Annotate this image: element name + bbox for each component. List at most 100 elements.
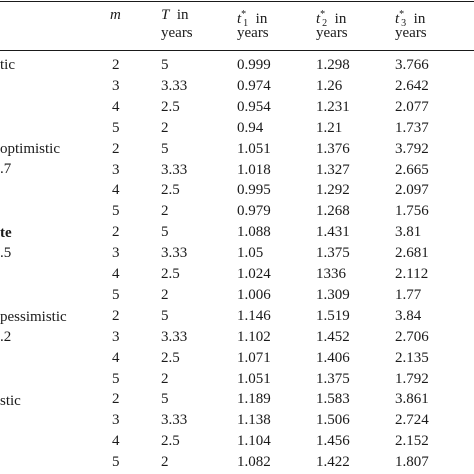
table-cell: 1.431 (316, 224, 350, 241)
table-cell: 1.807 (395, 454, 429, 471)
table-cell: 2 (161, 286, 169, 303)
table-cell: 1.506 (316, 412, 350, 429)
scenario-sublabel: .7 (0, 161, 12, 177)
table-cell: 3 (112, 328, 120, 345)
table-cell: 1.082 (237, 454, 271, 471)
table-cell: 1.406 (316, 349, 350, 366)
table-cell: 1.77 (395, 286, 422, 303)
top-rule (0, 1, 474, 2)
table-cell: 2.5 (161, 433, 180, 450)
table-cell: 2.5 (161, 266, 180, 282)
table-cell: 3 (112, 245, 120, 262)
table-cell: 1.309 (316, 286, 350, 303)
table-cell: 5 (161, 224, 169, 241)
table-cell: 2.665 (395, 161, 429, 178)
table-cell: 2 (112, 57, 120, 73)
table-cell: 2.112 (395, 266, 429, 282)
table-cell: 1.018 (237, 161, 271, 178)
header-T-line1: T in (161, 7, 189, 23)
table-cell: 3.84 (395, 307, 422, 324)
table-cell: 5 (112, 286, 120, 303)
scenario-label: optimistic (0, 141, 60, 157)
scenario-label: te (0, 225, 12, 241)
table-cell: 2.135 (395, 349, 429, 366)
table-cell: 3.81 (395, 224, 422, 241)
table-cell: 2.5 (161, 98, 180, 115)
table-cell: 4 (112, 266, 120, 282)
table-cell: 2.681 (395, 245, 429, 262)
table-cell: 2 (161, 454, 169, 471)
table-cell: 4 (112, 433, 120, 450)
table-cell: 2 (112, 391, 120, 408)
table-cell: 2.5 (161, 182, 180, 199)
table-cell: 0.999 (237, 57, 271, 73)
table-cell: 2.706 (395, 328, 429, 345)
table-cell: 2 (112, 224, 120, 241)
table-cell: 0.974 (237, 77, 271, 94)
table-cell: 5 (112, 119, 120, 136)
table-cell: 1.138 (237, 412, 271, 429)
scenario-sublabel: .5 (0, 245, 12, 261)
scenario-sublabel: .2 (0, 329, 12, 345)
table-cell: 0.954 (237, 98, 271, 115)
table-cell: 3.792 (395, 140, 429, 157)
table-cell: 1.088 (237, 224, 271, 241)
table-cell: 2.642 (395, 77, 429, 94)
table-cell: 2 (161, 119, 169, 136)
table-cell: 1.006 (237, 286, 271, 303)
table-cell: 3.33 (161, 328, 188, 345)
table-cell: 1.05 (237, 245, 264, 262)
table-cell: 1.456 (316, 433, 350, 450)
table-cell: 5 (161, 57, 169, 73)
table-cell: 1.519 (316, 307, 350, 324)
table-cell: 1.024 (237, 266, 271, 282)
table-cell: 0.979 (237, 203, 271, 220)
table-cell: 1.792 (395, 370, 429, 387)
table-cell: 1.051 (237, 140, 271, 157)
table-cell: 5 (161, 140, 169, 157)
header-t3-line1: t*3 in (395, 9, 426, 29)
table-cell: 1.104 (237, 433, 271, 450)
header-t1-line1: t*1 in (237, 9, 268, 29)
table-cell: 0.995 (237, 182, 271, 199)
scenario-label: pessimistic (0, 309, 67, 325)
table-cell: 1.452 (316, 328, 350, 345)
table-cell: 4 (112, 182, 120, 199)
table-cell: 3 (112, 161, 120, 178)
table-cell: 3 (112, 412, 120, 429)
table-cell: 2.724 (395, 412, 429, 429)
header-t3-line2: years (395, 25, 427, 41)
table-cell: 4 (112, 349, 120, 366)
table-cell: 1.327 (316, 161, 350, 178)
table-cell: 1.376 (316, 140, 350, 157)
header-T-line2: years (161, 25, 193, 41)
table-cell: 1.268 (316, 203, 350, 220)
table-cell: 1.051 (237, 370, 271, 387)
table-cell: 1.102 (237, 328, 271, 345)
table-cell: 2.097 (395, 182, 429, 199)
scenario-label: tic (0, 57, 15, 73)
table-cell: 1336 (316, 266, 346, 282)
header-t1-line2: years (237, 25, 269, 41)
header-rule (0, 50, 474, 51)
table-cell: 5 (161, 391, 169, 408)
table-cell: 1.756 (395, 203, 429, 220)
table-cell: 2 (112, 140, 120, 157)
table-cell: 1.583 (316, 391, 350, 408)
table-cell: 3.861 (395, 391, 429, 408)
table-cell: 1.422 (316, 454, 350, 471)
table-cell: 2 (161, 370, 169, 387)
scenario-label: stic (0, 393, 21, 409)
table-cell: 1.146 (237, 307, 271, 324)
table-cell: 1.21 (316, 119, 343, 136)
table-cell: 5 (112, 203, 120, 220)
header-t2-line1: t*2 in (316, 9, 347, 29)
table-cell: 1.231 (316, 98, 350, 115)
table-cell: 2.077 (395, 98, 429, 115)
table-cell: 1.189 (237, 391, 271, 408)
table-cell: 2.152 (395, 433, 429, 450)
table-cell: 3.33 (161, 245, 188, 262)
table-cell: 4 (112, 98, 120, 115)
table-cell: 0.94 (237, 119, 264, 136)
table-cell: 2 (161, 203, 169, 220)
